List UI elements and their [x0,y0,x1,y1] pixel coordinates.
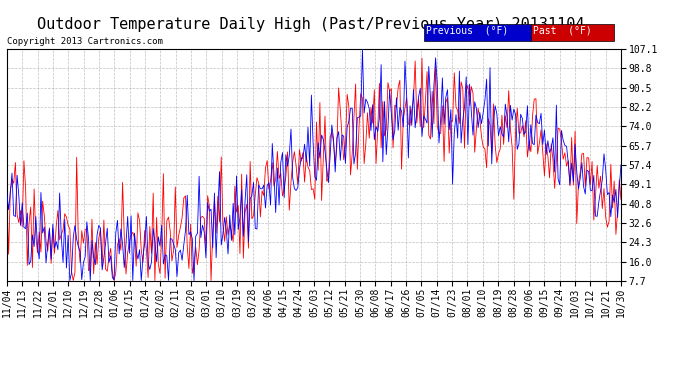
Text: Copyright 2013 Cartronics.com: Copyright 2013 Cartronics.com [7,38,163,46]
Text: Previous  (°F): Previous (°F) [426,25,509,35]
Text: Outdoor Temperature Daily High (Past/Previous Year) 20131104: Outdoor Temperature Daily High (Past/Pre… [37,17,584,32]
Text: Past  (°F): Past (°F) [533,25,592,35]
